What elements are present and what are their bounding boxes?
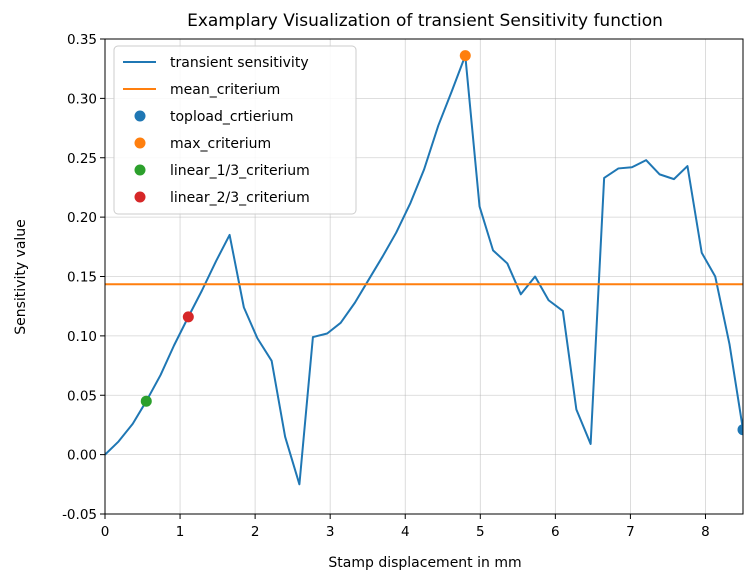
y-axis-label: Sensitivity value — [13, 219, 29, 335]
x-tick-label: 5 — [476, 524, 485, 540]
linear-1-3-criterium-point — [140, 395, 152, 407]
legend-label-linear-2-3-criterium: linear_2/3_criterium — [170, 190, 310, 206]
axes: 0 1 2 3 4 5 6 7 8 -0.05 0.00 0.05 0.10 0.15 0.20 0.25 0.… — [62, 32, 744, 540]
x-tick-label: 6 — [551, 524, 560, 540]
legend-label-transient-sensitivity: transient sensitivity — [170, 55, 309, 71]
chart-title: Examplary Visualization of transient Sen… — [187, 11, 663, 31]
x-tick-label: 0 — [101, 524, 110, 540]
linear-2-3-criterium-point — [182, 311, 194, 323]
axes-frame — [104, 38, 744, 515]
legend-label-topload-crtierium: topload_crtierium — [170, 109, 293, 125]
x-tick-label: 2 — [251, 524, 260, 540]
y-tick-label: 0.05 — [67, 388, 97, 404]
legend-marker-linear-1-3-criterium — [134, 164, 146, 176]
legend-marker-max-criterium — [134, 137, 146, 149]
y-tick-label: 0.25 — [67, 151, 97, 167]
y-tick-label: 0.10 — [67, 329, 97, 345]
legend-marker-topload-crtierium — [134, 110, 146, 122]
x-tick-label: 4 — [401, 524, 410, 540]
y-tick-label: 0.15 — [67, 270, 97, 286]
legend: transient sensitivity mean_criteriumtoplo… — [113, 45, 357, 215]
legend-label-mean-criterium: mean_criterium — [170, 82, 280, 98]
legend-marker-linear-2-3-criterium — [134, 191, 146, 203]
x-tick-label: 7 — [626, 524, 635, 540]
y-tick-label: -0.05 — [62, 507, 97, 523]
max-criterium-point — [459, 50, 471, 62]
x-axis-label: Stamp displacement in mm — [328, 555, 521, 571]
plot-area — [105, 50, 743, 486]
legend-label-linear-1-3-criterium: linear_1/3_criterium — [170, 163, 310, 179]
y-tick-label: 0.35 — [67, 32, 97, 48]
legend-box — [113, 45, 357, 215]
y-tick-label: 0.00 — [67, 448, 97, 464]
topload-crtierium-point — [737, 424, 743, 436]
legend-label-max-criterium: max_criterium — [170, 136, 271, 152]
x-tick-label: 1 — [176, 524, 185, 540]
x-tick-label: 8 — [701, 524, 710, 540]
x-tick-label: 3 — [326, 524, 335, 540]
y-tick-label: 0.20 — [67, 210, 97, 226]
transient-sensitivity-line — [105, 54, 743, 486]
y-tick-label: 0.30 — [67, 91, 97, 107]
